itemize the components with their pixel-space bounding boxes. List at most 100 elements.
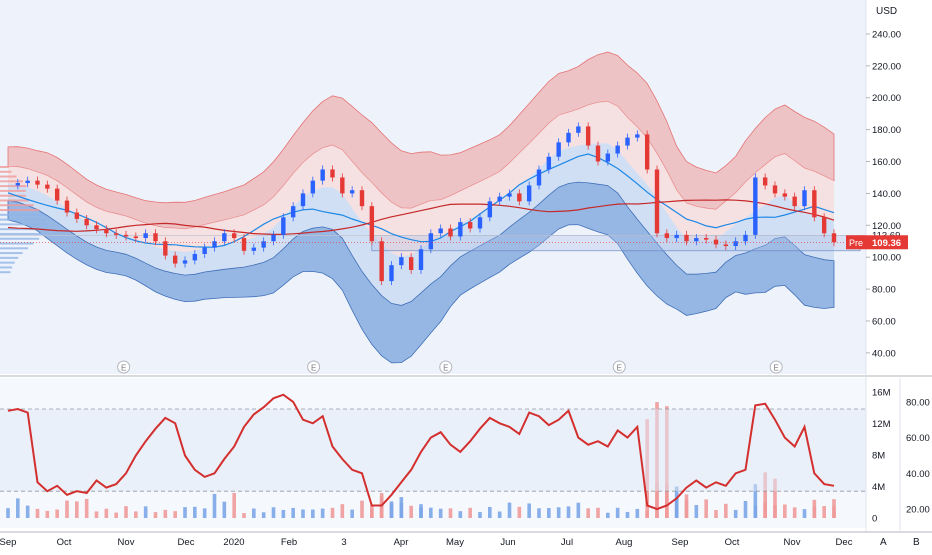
- candle-body: [792, 196, 797, 207]
- range-box: [371, 235, 861, 252]
- time-axis-label: Feb: [281, 537, 297, 548]
- candle-body: [428, 233, 434, 250]
- volume-bar: [143, 506, 148, 518]
- volume-profile-bar: [0, 204, 34, 207]
- candle-body: [74, 212, 80, 219]
- volume-profile-bar: [0, 189, 26, 192]
- candle-body: [379, 241, 384, 282]
- moving-average-blue: [7, 153, 835, 248]
- volume-tick-label: 4M: [872, 482, 885, 493]
- volume-bar: [625, 511, 630, 518]
- candle-body: [290, 206, 296, 218]
- volume-profile-bar: [0, 242, 34, 245]
- volume-bar: [419, 507, 423, 518]
- candle-body: [133, 236, 139, 239]
- volume-bar: [202, 508, 207, 518]
- volume-bar: [124, 506, 128, 518]
- time-axis-label: Dec: [178, 537, 195, 548]
- candle-body: [231, 233, 237, 239]
- oscillator-line: [7, 393, 835, 511]
- volume-bar: [763, 472, 767, 518]
- candle-body: [576, 126, 581, 133]
- volume-bar: [350, 509, 354, 518]
- volume-bar: [6, 508, 10, 518]
- volume-bar: [763, 503, 767, 518]
- volume-bar: [655, 482, 659, 518]
- candle-body: [320, 169, 325, 181]
- volume-bar: [606, 512, 610, 518]
- volume-bar: [330, 507, 335, 518]
- volume-profile-bar: [0, 261, 15, 264]
- volume-bar: [163, 509, 168, 518]
- candle-body: [389, 265, 394, 282]
- candle-body: [143, 233, 148, 239]
- candle-body: [202, 247, 207, 254]
- volume-bar: [438, 508, 443, 518]
- volume-profile-bar: [0, 218, 47, 221]
- candle-body: [605, 153, 611, 162]
- candle-body: [172, 255, 178, 264]
- volume-bar: [212, 493, 217, 518]
- volume-bar: [576, 502, 581, 518]
- volume-bar: [566, 506, 571, 518]
- time-axis-label: Sep: [0, 537, 16, 548]
- volume-profile-bar: [0, 170, 12, 173]
- volume-profile-bar: [0, 194, 26, 197]
- oscillator-tick-label: 60.00: [906, 433, 930, 444]
- volume-bar: [183, 507, 187, 518]
- candle-body: [487, 201, 493, 218]
- volume-bar: [773, 478, 777, 518]
- price-tick-label: 140.00: [872, 189, 901, 200]
- oscillator-tick-label: 80.00: [906, 397, 930, 408]
- volume-bar: [173, 511, 177, 518]
- earnings-marker: [307, 360, 321, 374]
- earnings-marker-label: E: [443, 364, 448, 373]
- earnings-marker: [612, 360, 626, 374]
- volume-bar: [586, 508, 590, 518]
- price-tick-label: 200.00: [872, 93, 901, 104]
- scale-button-b[interactable]: B: [913, 537, 920, 548]
- candle-body: [821, 217, 827, 234]
- candle-body: [831, 233, 837, 243]
- volume-bar: [615, 507, 620, 518]
- volume-bar: [753, 484, 758, 518]
- volume-profile-bar: [0, 256, 19, 259]
- candle-body: [654, 169, 660, 234]
- volume-bar: [429, 507, 433, 518]
- time-axis-label: Nov: [784, 537, 801, 548]
- candle-body: [54, 188, 60, 201]
- candle-body: [762, 177, 768, 186]
- volume-tick-label: 16M: [872, 387, 891, 398]
- volume-bar: [379, 496, 384, 518]
- candle-body: [615, 145, 620, 154]
- volume-bar: [271, 507, 276, 518]
- volume-bar: [724, 503, 728, 518]
- earnings-marker-label: E: [617, 364, 622, 373]
- volume-profile-bar: [0, 237, 40, 240]
- volume-bar: [281, 509, 286, 518]
- candle-body: [84, 218, 89, 226]
- candle-body: [418, 249, 424, 270]
- earnings-marker-label: E: [311, 364, 316, 373]
- time-axis-label: Jul: [561, 537, 573, 548]
- candle-body: [123, 234, 129, 237]
- candle-body: [15, 183, 21, 186]
- candle-body: [448, 228, 453, 237]
- volume-bar: [733, 509, 738, 518]
- candle-body: [241, 238, 247, 251]
- volume-bar: [488, 506, 492, 518]
- candle-body: [192, 254, 198, 261]
- candle-body: [694, 238, 699, 242]
- volume-bar: [812, 499, 817, 518]
- time-axis-label: May: [446, 537, 464, 548]
- candle-body: [772, 185, 778, 194]
- scale-button-a[interactable]: A: [880, 537, 887, 548]
- volume-bar: [507, 502, 512, 518]
- volume-tick-label: 8M: [872, 450, 885, 461]
- volume-bar: [261, 512, 266, 518]
- time-axis-label: Jun: [500, 537, 515, 548]
- candle-body: [664, 233, 670, 239]
- candle-body: [222, 233, 227, 242]
- volume-bar: [556, 507, 561, 518]
- volume-bar: [340, 504, 345, 518]
